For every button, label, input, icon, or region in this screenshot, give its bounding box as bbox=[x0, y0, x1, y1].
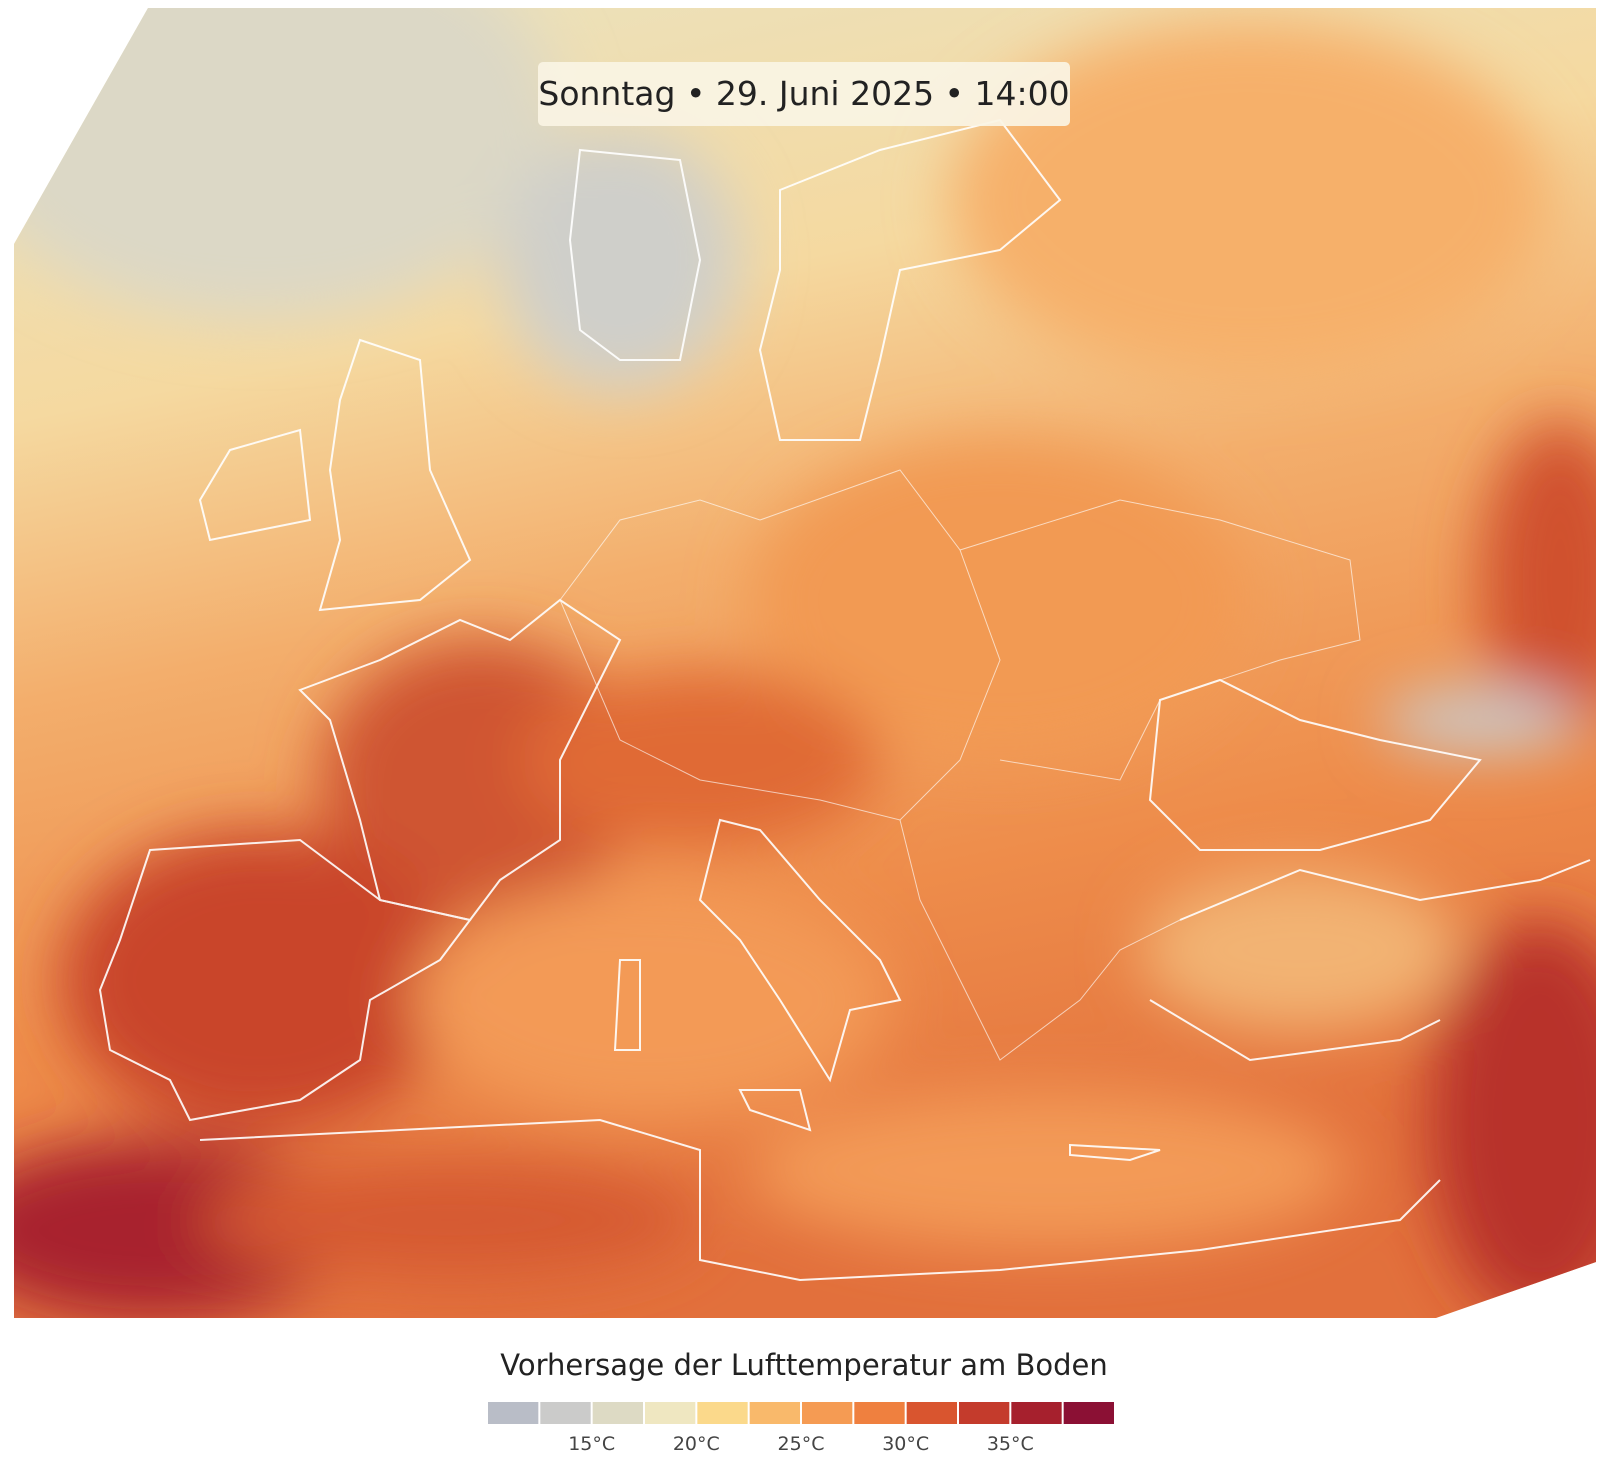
legend-swatch bbox=[645, 1402, 696, 1424]
legend-swatch bbox=[959, 1402, 1010, 1424]
legend-swatch bbox=[540, 1402, 591, 1424]
legend-swatch bbox=[749, 1402, 800, 1424]
legend-swatch bbox=[906, 1402, 957, 1424]
legend-label: 30°C bbox=[882, 1433, 929, 1455]
legend-swatch bbox=[1011, 1402, 1062, 1424]
legend-label: 25°C bbox=[778, 1433, 825, 1455]
legend-label: 20°C bbox=[673, 1433, 720, 1455]
legend-title: Vorhersage der Lufttemperatur am Boden bbox=[500, 1348, 1108, 1382]
coastlines bbox=[98, 118, 1591, 1282]
legend: 15°C 20°C 25°C 30°C 35°C bbox=[488, 1402, 1114, 1455]
legend-swatch bbox=[854, 1402, 905, 1424]
legend-swatch bbox=[802, 1402, 853, 1424]
legend-label: 15°C bbox=[568, 1433, 615, 1455]
legend-swatch bbox=[488, 1402, 539, 1424]
map bbox=[14, 8, 1596, 1318]
legend-swatch bbox=[592, 1402, 643, 1424]
legend-label: 35°C bbox=[987, 1433, 1034, 1455]
temperature-field bbox=[14, 8, 1596, 1318]
legend-swatch bbox=[1063, 1402, 1114, 1424]
legend-swatch bbox=[697, 1402, 748, 1424]
timestamp: Sonntag • 29. Juni 2025 • 14:00 bbox=[538, 62, 1070, 126]
